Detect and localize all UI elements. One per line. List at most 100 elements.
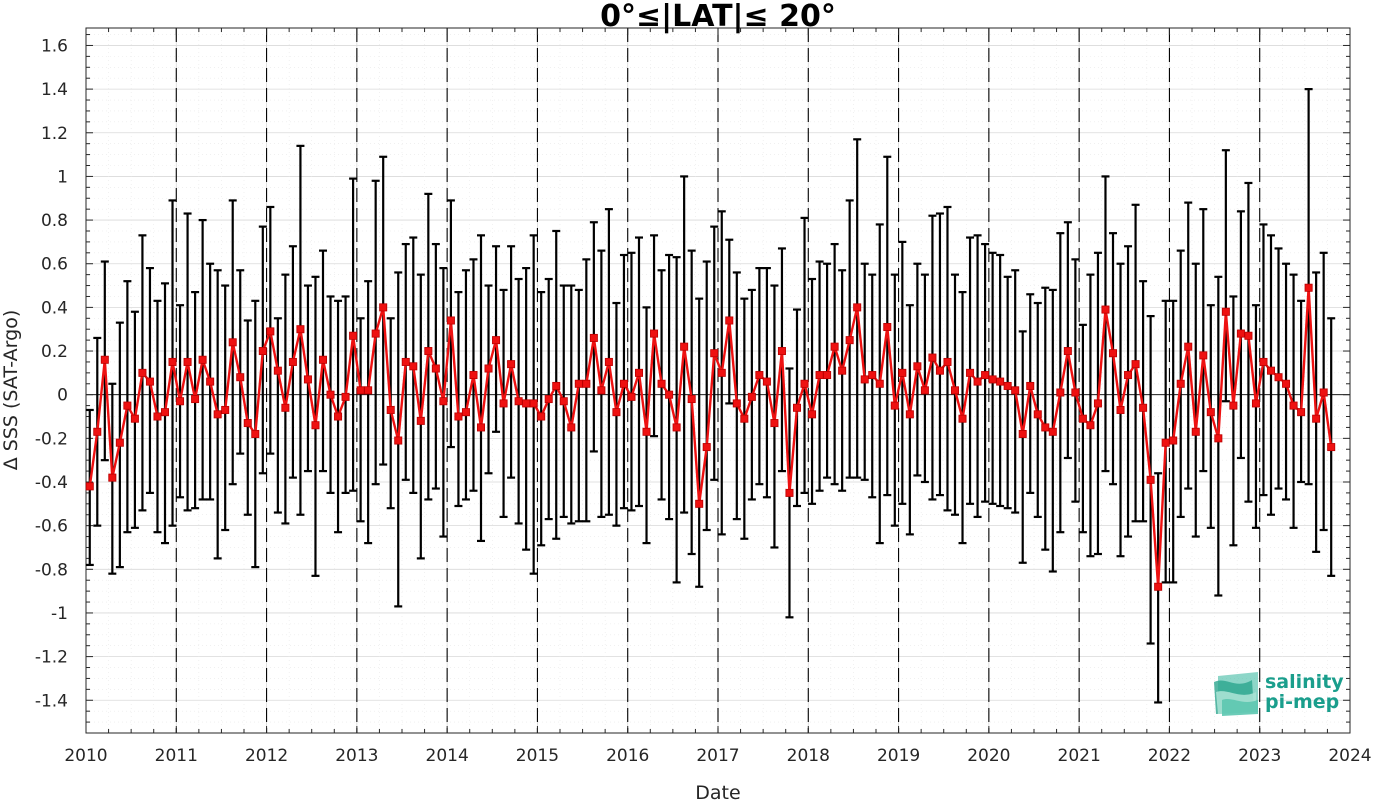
data-point-marker [100,355,109,364]
data-point-marker [1033,410,1042,419]
x-tick-label: 2011 [155,746,198,766]
data-point-marker [454,412,463,421]
data-point-marker [1191,427,1200,436]
data-point-marker [507,360,516,369]
error-bar [920,273,929,484]
x-tick-label: 2017 [696,746,739,766]
logo-text-salinity: salinity [1265,671,1344,693]
data-point-marker [920,386,929,395]
data-point-marker [1139,403,1148,412]
y-tick-label: 1.4 [41,80,68,100]
data-point-marker [589,333,598,342]
error-bar [800,216,809,495]
data-point-marker [898,368,907,377]
data-point-marker [777,347,786,356]
data-point-marker [1109,349,1118,358]
error-bar [1274,247,1283,490]
data-point-marker [326,390,335,399]
x-tick-label: 2021 [1058,746,1101,766]
error-bar [935,212,944,497]
data-point-marker [364,386,373,395]
data-point-marker [1184,342,1193,351]
data-point-marker [1011,386,1020,395]
data-point-marker [431,364,440,373]
data-point-marker [153,412,162,421]
data-point-marker [815,371,824,380]
data-point-marker [1267,366,1276,375]
y-axis-label: Δ SSS (SAT-Argo) [0,310,22,470]
error-bar [356,317,365,523]
data-point-marker [288,357,297,366]
salinity-pi-mep-logo: salinity pi-mep [1214,671,1344,716]
data-point-marker [492,336,501,345]
x-tick-label: 2013 [335,746,378,766]
data-point-marker [484,364,493,373]
error-bar [1297,299,1306,484]
error-bar [1003,275,1012,510]
error-bar [1078,323,1087,534]
data-point-marker [582,379,591,388]
error-bar [1229,295,1238,547]
data-point-marker [356,386,365,395]
data-point-marker [612,408,621,417]
data-point-marker [981,371,990,380]
data-point-marker [386,405,395,414]
error-bar [695,297,704,588]
data-point-marker [183,357,192,366]
data-point-marker [951,386,960,395]
data-point-marker [401,357,410,366]
data-point-marker [85,482,94,491]
data-point-marker [394,436,403,445]
y-tick-label: -0.8 [35,560,68,580]
data-point-marker [830,342,839,351]
data-point-marker [213,410,222,419]
data-point-marker [461,408,470,417]
data-point-marker [198,355,207,364]
data-point-marker [1124,371,1133,380]
error-bar [1071,258,1080,503]
error-bar [1267,234,1275,516]
error-bar [1221,149,1230,403]
data-point-marker [597,386,606,395]
error-bar [868,273,877,499]
data-point-marker [1274,373,1283,382]
data-point-marker [905,410,914,419]
error-bar [1124,245,1133,538]
data-point-marker [93,427,102,436]
data-point-marker [206,377,215,386]
data-point-marker [996,377,1005,386]
data-point-marker [1312,414,1321,423]
error-bar [461,269,470,501]
data-point-marker [1078,414,1087,423]
data-point-marker [296,325,305,334]
data-point-marker [853,303,862,312]
error-bar [567,284,576,525]
error-bar [454,291,463,508]
data-point-marker [1101,305,1110,314]
data-point-marker [785,488,794,497]
data-point-marker [221,405,230,414]
data-point-marker [303,375,312,384]
error-bar [665,253,674,521]
error-bar [484,284,493,475]
data-point-marker [529,399,538,408]
data-point-marker [943,357,952,366]
error-bar [582,258,591,523]
data-point-marker [379,303,388,312]
y-tick-label: 1.2 [41,124,68,144]
error-bar [574,288,583,523]
data-point-marker [808,410,817,419]
y-tick-label: 1.6 [41,36,68,56]
error-bar [1251,304,1260,529]
y-tick-label: 0.6 [41,255,68,275]
data-point-marker [1236,329,1245,338]
data-point-marker [1093,399,1102,408]
data-point-marker [318,355,327,364]
x-tick-label: 2012 [245,746,288,766]
x-tick-label: 2020 [967,746,1010,766]
data-point-marker [935,366,944,375]
error-bar [973,234,982,519]
data-point-marker [1282,379,1291,388]
x-axis-label: Date [695,782,740,801]
error-bar [838,269,847,492]
